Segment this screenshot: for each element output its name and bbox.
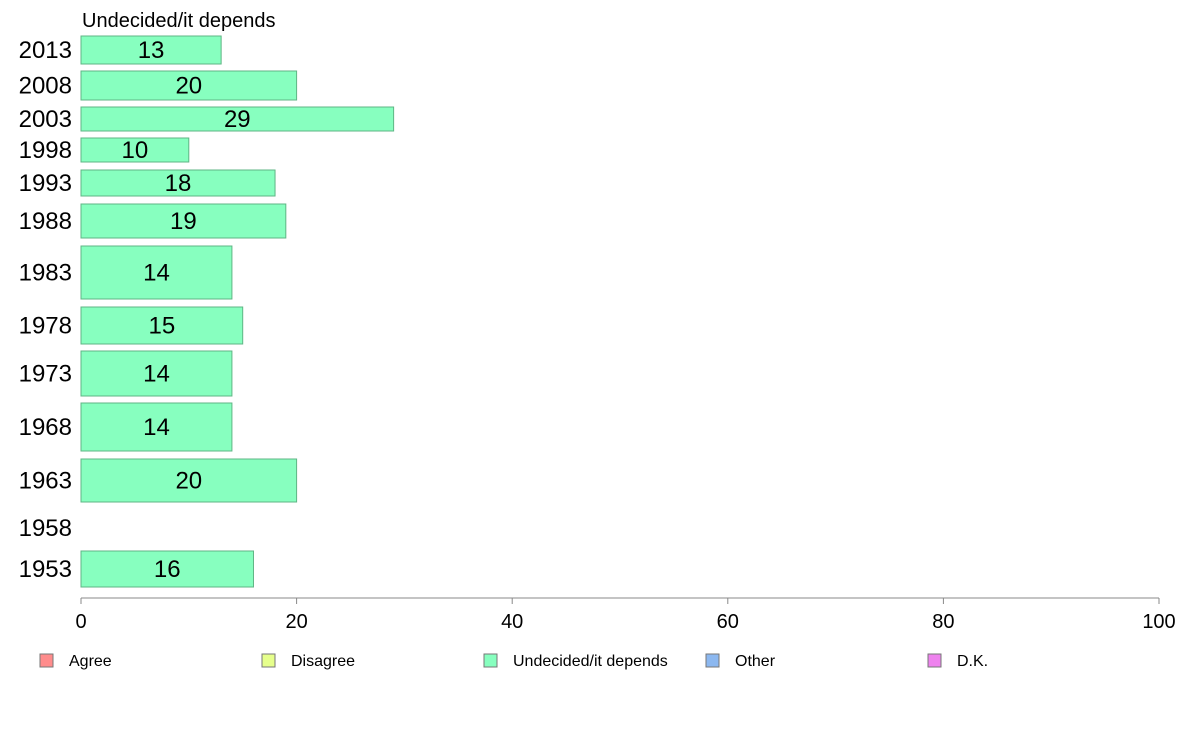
legend-swatch	[261, 653, 276, 668]
y-tick-label: 1958	[19, 515, 72, 542]
legend-swatch	[483, 653, 498, 668]
bar	[80, 350, 233, 397]
legend-label: Other	[735, 653, 776, 670]
y-tick-label: 1978	[19, 313, 72, 340]
y-tick-label: 2013	[19, 37, 72, 64]
y-tick-label: 1983	[19, 260, 72, 287]
data-label: 18	[165, 170, 192, 197]
y-tick-label: 1968	[19, 414, 72, 441]
y-tick-label: 1998	[19, 137, 72, 164]
y-tick-label: 1973	[19, 361, 72, 388]
legend-item: Agree	[39, 653, 112, 670]
legend-swatch	[705, 653, 720, 668]
legend-item: Disagree	[261, 653, 355, 670]
bar	[80, 35, 222, 65]
legend-label: Disagree	[291, 653, 355, 670]
bar	[80, 169, 276, 197]
x-tick-label: 100	[1142, 611, 1175, 633]
x-tick-label: 40	[501, 611, 523, 633]
legend-label: Undecided/it depends	[513, 653, 668, 670]
bar	[80, 306, 244, 345]
legend-swatch	[39, 653, 54, 668]
legend-label: Agree	[69, 653, 112, 670]
legend-item: D.K.	[927, 653, 988, 670]
y-tick-labels: 2013 2008 2003 1998 1993 1988 1983 1978 1973 1968…	[19, 37, 72, 583]
y-tick-label: 1953	[19, 556, 72, 583]
data-label: 19	[170, 208, 197, 235]
y-tick-label: 1988	[19, 208, 72, 235]
bar	[80, 550, 254, 588]
y-tick-label: 2003	[19, 106, 72, 133]
data-label: 15	[148, 313, 175, 340]
data-label: 14	[143, 414, 170, 441]
data-label: 14	[143, 361, 170, 388]
bar	[80, 245, 233, 300]
legend-item: Other	[705, 653, 776, 670]
y-tick-label: 2008	[19, 73, 72, 100]
bar	[80, 137, 190, 163]
data-label: 29	[224, 106, 251, 133]
bar	[80, 458, 298, 503]
x-tick-label: 20	[285, 611, 307, 633]
y-tick-label: 1963	[19, 468, 72, 495]
bar	[80, 402, 233, 452]
data-label: 20	[175, 468, 202, 495]
data-label: 16	[154, 556, 181, 583]
data-label: 13	[138, 37, 165, 64]
legend-item: Undecided/it depends	[483, 653, 668, 670]
x-tick-label: 60	[717, 611, 739, 633]
legend: Agree Disagree Undecided/it depends Other D.…	[39, 653, 988, 670]
x-tick-label: 0	[75, 611, 86, 633]
x-tick-label: 80	[932, 611, 954, 633]
legend-label: D.K.	[957, 653, 988, 670]
bar	[80, 70, 298, 101]
x-axis: 0 20 40 60 80 100	[75, 597, 1176, 633]
data-label: 14	[143, 260, 170, 287]
y-tick-label: 1993	[19, 170, 72, 197]
legend-swatch	[927, 653, 942, 668]
data-label: 20	[175, 73, 202, 100]
data-label: 10	[122, 137, 149, 164]
bar	[80, 106, 395, 132]
bar	[80, 203, 287, 239]
chart-title: Undecided/it depends	[82, 10, 275, 32]
